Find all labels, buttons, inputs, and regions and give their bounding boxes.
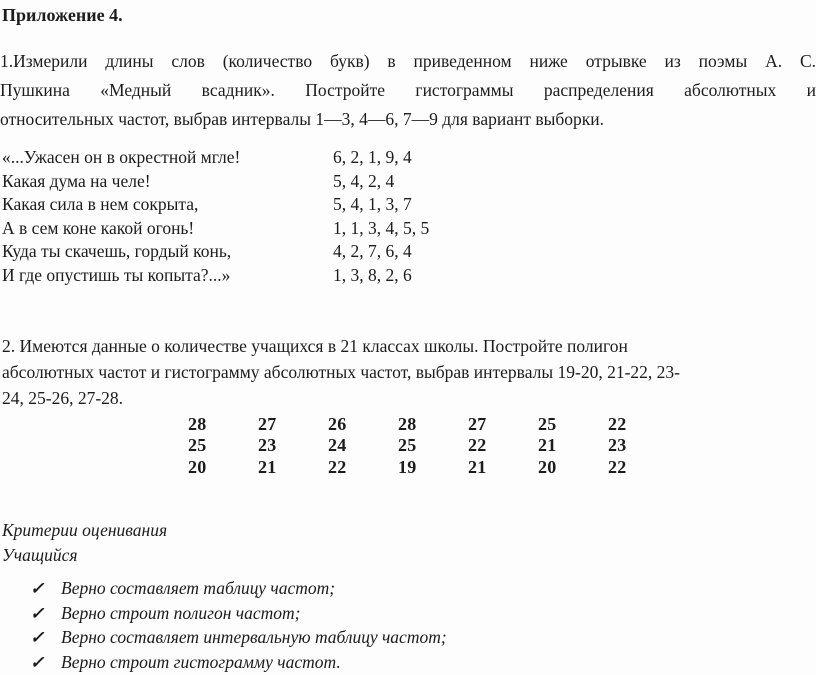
table-cell: 23 <box>258 435 277 456</box>
poem-line-text: А в сем коне какой огонь! <box>2 217 195 238</box>
word-length-values: 4, 2, 7, 6, 4 <box>333 241 412 262</box>
poem-line-text: Какая сила в нем сокрыта, <box>2 194 199 215</box>
table-cell: 25 <box>398 435 417 456</box>
table-cell: 28 <box>188 413 207 434</box>
poem-excerpt: «...Ужасен он в окрестной мгле! 6, 2, 1,… <box>0 146 816 288</box>
word-length-values: 5, 4, 2, 4 <box>333 170 395 191</box>
criteria-item-text: Верно составляет интервальную таблицу ча… <box>61 627 447 648</box>
table-cell: 21 <box>538 435 557 456</box>
problem1-paragraph: 1.Измерили длины слов (количество букв) … <box>0 47 816 134</box>
table-cell: 27 <box>468 413 487 434</box>
problem1-line-2: Пушкина «Медный всадник». Постройте гист… <box>0 80 816 100</box>
poem-line-text: Какая дума на челе! <box>2 170 151 191</box>
table-cell: 21 <box>468 456 487 477</box>
criteria-item-text: Верно строит полигон частот; <box>61 602 301 623</box>
poem-row: Куда ты скачешь, гордый конь, 4, 2, 7, 6… <box>0 240 816 264</box>
criteria-list: ✓ Верно составляет таблицу частот; ✓ Вер… <box>2 576 816 674</box>
poem-row: И где опустишь ты копыта?...» 1, 3, 8, 2… <box>0 264 816 288</box>
table-cell: 21 <box>258 456 277 477</box>
page-title: Приложение 4. <box>2 5 123 25</box>
table-cell: 22 <box>328 456 347 477</box>
table-cell: 22 <box>608 413 627 434</box>
table-cell: 20 <box>538 456 557 477</box>
poem-line-text: Куда ты скачешь, гордый конь, <box>2 241 232 262</box>
poem-row: Какая дума на челе! 5, 4, 2, 4 <box>0 170 816 194</box>
checkmark-icon: ✓ <box>30 652 45 672</box>
problem2-line-1: 2. Имеются данные о количестве учащихся … <box>2 335 628 356</box>
table-cell: 25 <box>538 413 557 434</box>
table-cell: 19 <box>398 456 417 477</box>
table-cell: 25 <box>188 435 207 456</box>
class-sizes-table: 28 27 26 28 27 25 22 25 23 24 25 22 21 2… <box>188 414 816 479</box>
poem-line-text: И где опустишь ты копыта?...» <box>2 264 231 285</box>
criteria-item: ✓ Верно строит гистограмму частот. <box>2 650 816 675</box>
word-length-values: 1, 3, 8, 2, 6 <box>333 264 412 285</box>
table-cell: 22 <box>468 435 487 456</box>
problem1-line-1: 1.Измерили длины слов (количество букв) … <box>0 51 816 71</box>
problem2-paragraph: 2. Имеются данные о количестве учащихся … <box>0 333 816 411</box>
problem1-line-3: относительных частот, выбрав интервалы 1… <box>0 109 605 129</box>
table-cell: 27 <box>258 413 277 434</box>
table-cell: 28 <box>398 413 417 434</box>
word-length-values: 6, 2, 1, 9, 4 <box>333 147 412 167</box>
table-cell: 24 <box>328 435 347 456</box>
word-length-values: 1, 1, 3, 4, 5, 5 <box>333 217 430 238</box>
poem-line-text: «...Ужасен он в окрестной мгле! <box>2 147 241 167</box>
poem-row: «...Ужасен он в окрестной мгле! 6, 2, 1,… <box>0 146 816 170</box>
table-cell: 22 <box>608 456 627 477</box>
checkmark-icon: ✓ <box>30 579 45 599</box>
criteria-section: Критерии оценивания Учащийся ✓ Верно сос… <box>0 518 816 674</box>
word-length-values: 5, 4, 1, 3, 7 <box>333 194 412 215</box>
poem-row: А в сем коне какой огонь! 1, 1, 3, 4, 5,… <box>0 217 816 241</box>
criteria-heading: Критерии оценивания <box>2 520 168 541</box>
poem-row: Какая сила в нем сокрыта, 5, 4, 1, 3, 7 <box>0 193 816 217</box>
checkmark-icon: ✓ <box>30 603 45 623</box>
criteria-item: ✓ Верно составляет интервальную таблицу … <box>2 625 816 650</box>
problem2-line-2: абсолютных частот и гистограмму абсолютн… <box>2 361 680 382</box>
criteria-item: ✓ Верно составляет таблицу частот; <box>2 576 816 601</box>
problem2-line-3: 24, 25-26, 27-28. <box>2 387 124 408</box>
criteria-item: ✓ Верно строит полигон частот; <box>2 601 816 626</box>
checkmark-icon: ✓ <box>30 628 45 648</box>
criteria-subject: Учащийся <box>2 545 78 566</box>
criteria-item-text: Верно составляет таблицу частот; <box>61 578 336 599</box>
table-cell: 20 <box>188 456 207 477</box>
criteria-item-text: Верно строит гистограмму частот. <box>61 651 341 672</box>
table-cell: 26 <box>328 413 347 434</box>
table-cell: 23 <box>608 435 627 456</box>
